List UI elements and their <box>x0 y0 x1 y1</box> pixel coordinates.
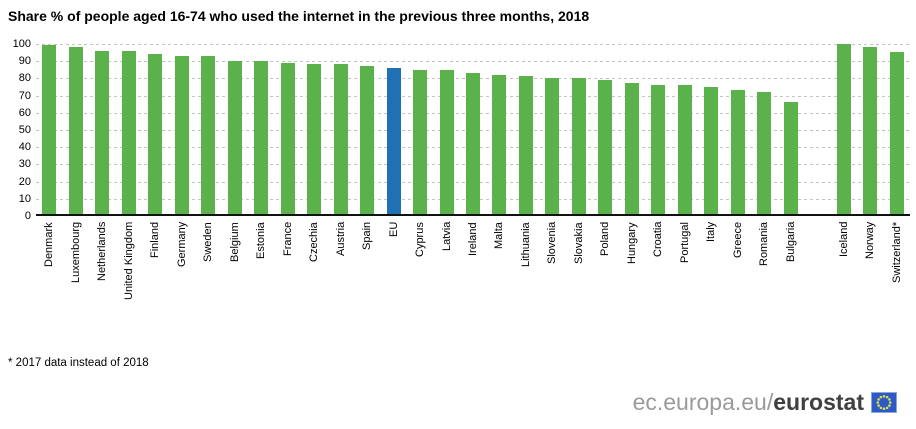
bar-bulgaria <box>783 102 798 214</box>
bar-croatia <box>651 85 666 214</box>
x-axis-label-malta: Malta <box>493 222 506 249</box>
bar-ireland <box>466 72 480 214</box>
x-axis-label-estonia: Estonia <box>255 222 268 259</box>
x-axis-label-unitedkingdom: United Kingdom <box>122 222 135 301</box>
y-axis-tick-label: 90 <box>18 55 31 68</box>
bar-switzerland <box>889 52 904 214</box>
bar-spain <box>360 66 375 214</box>
x-axis-label-france: France <box>281 222 294 257</box>
bar-austria <box>333 64 348 214</box>
bar-denmark <box>42 45 57 214</box>
y-axis-tick-label: 50 <box>18 124 31 136</box>
y-axis-tick-label: 20 <box>18 175 31 188</box>
bar-malta <box>492 74 507 214</box>
x-axis-label-czechia: Czechia <box>308 222 321 262</box>
bar-lithuania <box>518 76 533 214</box>
bar-netherlands <box>95 50 110 214</box>
bar-estonia <box>254 60 269 214</box>
bar-sweden <box>201 55 216 214</box>
brand-name: eurostat <box>773 389 864 415</box>
x-axis-label-finland: Finland <box>149 222 162 259</box>
bar-iceland <box>836 43 851 214</box>
eu-flag-icon <box>871 392 897 413</box>
bar-eu <box>386 67 401 214</box>
x-axis-label-luxembourg: Luxembourg <box>69 222 82 284</box>
x-axis-label-slovenia: Slovenia <box>546 222 559 265</box>
bar-italy <box>704 86 719 214</box>
x-axis-label-italy: Italy <box>705 222 718 243</box>
bar-poland <box>598 79 613 214</box>
x-axis-label-hungary: Hungary <box>625 222 638 264</box>
x-axis-label-sweden: Sweden <box>202 222 215 262</box>
x-axis-label-bulgaria: Bulgaria <box>784 222 797 263</box>
y-axis-tick-label: 80 <box>18 72 31 85</box>
x-axis-label-latvia: Latvia <box>440 222 453 252</box>
bar-belgium <box>227 60 242 214</box>
bar-unitedkingdom <box>121 50 136 214</box>
bar-slovenia <box>545 78 560 214</box>
x-axis-label-austria: Austria <box>334 222 347 257</box>
brand-url-prefix: ec.europa.eu/ <box>632 389 774 415</box>
x-axis-label-ireland: Ireland <box>467 222 479 256</box>
bar-greece <box>730 90 745 214</box>
bar-slovakia <box>571 78 586 214</box>
x-axis-label-belgium: Belgium <box>228 222 241 262</box>
bar-hungary <box>624 83 639 214</box>
x-axis-label-germany: Germany <box>175 222 188 268</box>
bar-luxembourg <box>68 47 83 214</box>
y-axis-tick-label: 40 <box>18 141 31 154</box>
x-axis-label-cyprus: Cyprus <box>414 222 427 257</box>
y-axis-tick-label: 10 <box>18 192 31 205</box>
footnote: * 2017 data instead of 2018 <box>8 357 149 369</box>
x-axis-label-denmark: Denmark <box>43 222 56 267</box>
x-axis-label-iceland: Iceland <box>837 222 850 258</box>
bar-france <box>280 62 295 214</box>
x-axis-label-croatia: Croatia <box>652 222 665 258</box>
brand-text: ec.europa.eu/eurostat <box>633 389 864 416</box>
bar-latvia <box>439 69 454 214</box>
bar-finland <box>148 54 163 214</box>
bar-portugal <box>677 85 692 214</box>
plot-area <box>36 43 910 216</box>
x-axis-label-norway: Norway <box>864 222 877 260</box>
bar-romania <box>757 91 772 214</box>
y-axis-tick-label: 100 <box>12 38 31 50</box>
bar-norway <box>863 47 878 214</box>
x-axis-label-greece: Greece <box>731 222 744 259</box>
gridline-90 <box>36 61 910 63</box>
x-axis-label-lithuania: Lithuania <box>519 222 532 267</box>
y-axis-tick-label: 70 <box>18 89 31 102</box>
x-axis-label-spain: Spain <box>361 222 374 251</box>
x-axis-label-netherlands: Netherlands <box>96 222 109 282</box>
bar-czechia <box>307 64 322 214</box>
x-axis-label-portugal: Portugal <box>678 222 691 263</box>
y-axis-tick-label: 0 <box>24 210 31 222</box>
bar-cyprus <box>413 69 428 214</box>
gridline-100 <box>36 44 910 45</box>
y-axis-tick-label: 30 <box>18 158 31 171</box>
x-axis-label-slovakia: Slovakia <box>572 222 585 264</box>
x-axis-label-eu: EU <box>387 222 400 238</box>
bar-germany <box>174 55 189 214</box>
chart-title: Share % of people aged 16-74 who used th… <box>8 8 590 24</box>
y-axis-tick-label: 60 <box>18 106 31 119</box>
x-axis-label-switzerland: Switzerland* <box>890 222 903 284</box>
x-axis-label-poland: Poland <box>599 222 612 257</box>
eurostat-branding: ec.europa.eu/eurostat <box>633 389 897 416</box>
x-axis-label-romania: Romania <box>758 222 771 267</box>
